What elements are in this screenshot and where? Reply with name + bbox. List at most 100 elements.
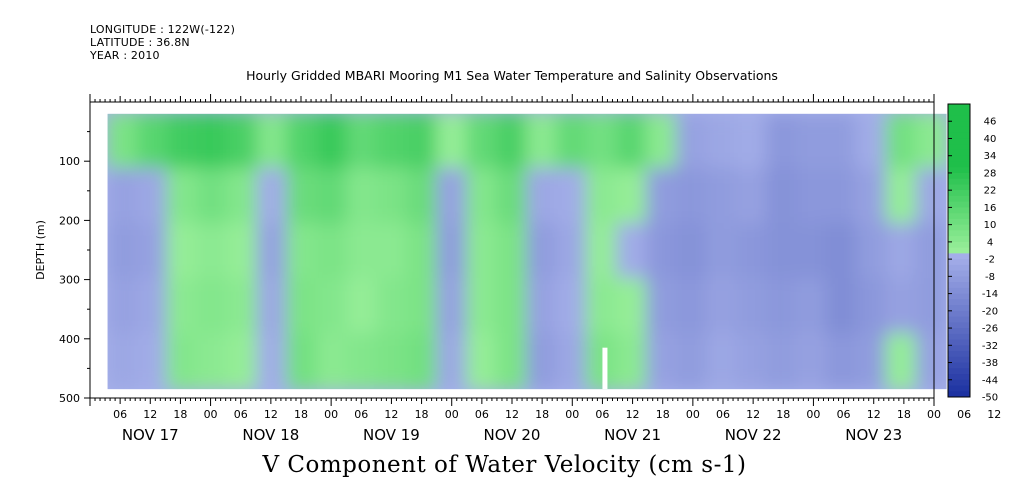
colorbar-swatch xyxy=(948,161,970,168)
colorbar-label: -26 xyxy=(982,324,998,335)
heatmap-cell xyxy=(585,278,618,336)
heatmap-cell xyxy=(735,333,768,390)
heatmap-cell xyxy=(346,167,379,225)
colorbar-swatch xyxy=(948,305,970,312)
heatmap-cell xyxy=(286,113,319,170)
heatmap-cell xyxy=(136,222,169,281)
heatmap-cell xyxy=(376,167,409,225)
heatmap-cell xyxy=(406,278,439,336)
heatmap-cell xyxy=(107,222,139,281)
x-hour-label: 18 xyxy=(415,408,429,421)
colorbar-swatch xyxy=(948,167,970,174)
colorbar-swatch xyxy=(948,195,970,203)
heatmap-cell xyxy=(615,333,648,390)
heatmap-cell xyxy=(855,222,888,281)
colorbar-swatch xyxy=(948,190,970,197)
heatmap-cell xyxy=(496,222,529,281)
heatmap-cell xyxy=(855,113,888,170)
heatmap-cell xyxy=(496,278,529,336)
heatmap-cell xyxy=(526,333,559,390)
x-hour-label: 18 xyxy=(173,408,187,421)
colorbar-label: 10 xyxy=(984,220,997,231)
heatmap-cell xyxy=(585,222,618,281)
heatmap-cell xyxy=(286,222,319,281)
colorbar-swatch xyxy=(948,293,970,300)
x-hour-label: 18 xyxy=(294,408,308,421)
heatmap-cell xyxy=(915,333,947,390)
heatmap-cell xyxy=(226,167,259,225)
heatmap-cell xyxy=(556,113,588,170)
colorbar-swatch xyxy=(948,236,970,243)
heatmap-cell xyxy=(466,113,499,170)
heatmap-cell xyxy=(466,333,499,390)
x-hour-label: 12 xyxy=(867,408,881,421)
x-hour-label: 06 xyxy=(957,408,971,421)
x-hour-label: 12 xyxy=(143,408,157,421)
heatmap-cell xyxy=(585,167,618,225)
heatmap-cell xyxy=(107,278,139,336)
heatmap-cell xyxy=(915,278,947,336)
heatmap-cells xyxy=(107,113,947,390)
heatmap-cell xyxy=(675,333,708,390)
heatmap-cell xyxy=(286,278,319,336)
x-hour-label: 12 xyxy=(264,408,278,421)
x-day-label: NOV 18 xyxy=(242,426,299,444)
heatmap-cell xyxy=(645,333,678,390)
colorbar-label: 40 xyxy=(984,134,997,145)
heatmap-cell xyxy=(406,222,439,281)
colorbar: 46 40 34 28 22 16 10 4 -2 -8 -14 -20 -26 -32 -38 -44 -50 xyxy=(947,103,998,404)
colorbar-swatch xyxy=(948,218,970,226)
heatmap-cell xyxy=(226,333,259,390)
x-day-label: NOV 23 xyxy=(845,426,902,444)
colorbar-swatch xyxy=(948,310,970,318)
heatmap-cell xyxy=(286,333,319,390)
heatmap-cell xyxy=(436,278,469,336)
heatmap-cell xyxy=(705,278,738,336)
colorbar-swatch xyxy=(948,270,970,277)
heatmap-cell xyxy=(735,167,768,225)
colorbar-swatch xyxy=(948,144,970,151)
x-day-label: NOV 19 xyxy=(363,426,420,444)
heatmap-cell xyxy=(316,113,349,170)
y-axis-title: DEPTH (m) xyxy=(34,220,47,280)
colorbar-swatch xyxy=(948,328,970,335)
x-hour-label: 12 xyxy=(746,408,760,421)
x-hour-label: 18 xyxy=(535,408,549,421)
heatmap-cell xyxy=(226,222,259,281)
heatmap-cell xyxy=(496,113,529,170)
heatmap-cell xyxy=(556,167,588,225)
colorbar-swatch xyxy=(948,253,970,260)
colorbar-swatch xyxy=(948,247,970,254)
colorbar-swatch xyxy=(948,241,970,249)
heatmap-cell xyxy=(196,333,229,390)
heatmap-cell xyxy=(765,333,798,390)
colorbar-label: -32 xyxy=(982,341,998,352)
heatmap-cell xyxy=(825,333,858,390)
colorbar-label: -14 xyxy=(982,289,998,300)
heatmap-cell xyxy=(556,222,588,281)
heatmap-cell xyxy=(406,167,439,225)
colorbar-swatch xyxy=(948,276,970,283)
heatmap-cell xyxy=(166,113,199,170)
colorbar-label: -20 xyxy=(982,306,998,317)
heatmap-cell xyxy=(705,167,738,225)
heatmap-cell xyxy=(107,333,139,390)
heatmap-cell xyxy=(526,113,559,170)
latitude-label: LATITUDE : 36.8N xyxy=(90,36,190,49)
heatmap-cell xyxy=(765,278,798,336)
heatmap-cell xyxy=(136,333,169,390)
heatmap-cell xyxy=(675,167,708,225)
x-hour-label: 06 xyxy=(354,408,368,421)
colorbar-swatch xyxy=(948,356,970,364)
heatmap-cell xyxy=(256,278,289,336)
colorbar-swatch xyxy=(948,155,970,162)
heatmap-cell xyxy=(526,222,559,281)
heatmap-cell xyxy=(526,167,559,225)
missing-data-layer xyxy=(602,347,608,390)
colorbar-swatch xyxy=(948,138,970,145)
heatmap-cell xyxy=(346,278,379,336)
x-hour-label: 06 xyxy=(234,408,248,421)
heatmap-cell xyxy=(735,278,768,336)
heatmap-cell xyxy=(316,222,349,281)
